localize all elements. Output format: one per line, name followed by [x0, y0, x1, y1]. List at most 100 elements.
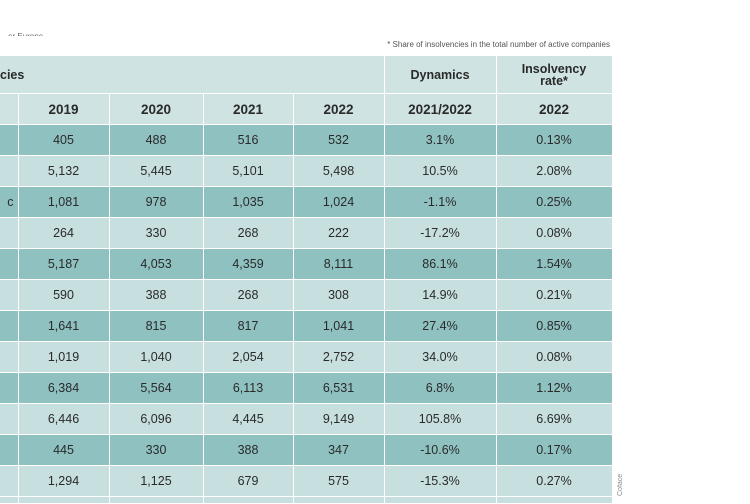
cell-dynamics: -17.2%: [384, 217, 497, 249]
year-header-2020: 2020: [109, 93, 204, 125]
cell-y2022: 9,149: [293, 403, 385, 435]
cell-rate: 0.08%: [496, 341, 613, 373]
cell-y2019: 6,384: [18, 372, 110, 404]
cell-y2021: 2,054: [203, 341, 294, 373]
cell-y2020: 330: [109, 434, 204, 466]
year-header-2021: 2021: [203, 93, 294, 125]
table-row: 6,384 5,564 6,113 6,531 6.8% 1.12%: [0, 372, 613, 404]
cell-dynamics: 3.1%: [384, 124, 497, 156]
cell-rate: 0.25%: [496, 186, 613, 218]
cell-dynamics: 86.1%: [384, 248, 497, 280]
source-label: Coface: [617, 473, 624, 496]
cell-dynamics: 14.9%: [384, 279, 497, 311]
cell-dynamics: 34.0%: [384, 341, 497, 373]
table-row: 405 488 516 532 3.1% 0.13%: [0, 124, 613, 156]
cell-empty: [384, 496, 497, 504]
cell-y2021: 516: [203, 124, 294, 156]
cell-y2019: 6,446: [18, 403, 110, 435]
table-row-partial: [0, 496, 613, 504]
cell-y2022: 1,024: [293, 186, 385, 218]
table-row: 5,187 4,053 4,359 8,111 86.1% 1.54%: [0, 248, 613, 280]
cell-dynamics: 6.8%: [384, 372, 497, 404]
cell-y2022: 5,498: [293, 155, 385, 187]
cell-label: [0, 341, 19, 373]
cell-label: [0, 434, 19, 466]
cell-y2019: 1,081: [18, 186, 110, 218]
cell-dynamics: -15.3%: [384, 465, 497, 497]
cell-y2019: 590: [18, 279, 110, 311]
cell-rate: 0.27%: [496, 465, 613, 497]
rate-year-header: 2022: [496, 93, 613, 125]
table-row: 6,446 6,096 4,445 9,149 105.8% 6.69%: [0, 403, 613, 435]
label-column-header: [0, 93, 19, 125]
cell-label: c: [0, 186, 19, 218]
cell-y2021: 4,445: [203, 403, 294, 435]
cell-y2022: 308: [293, 279, 385, 311]
cell-label: [0, 124, 19, 156]
cell-y2022: 222: [293, 217, 385, 249]
cell-y2020: 330: [109, 217, 204, 249]
dynamics-period-header: 2021/2022: [384, 93, 497, 125]
cell-y2022: 6,531: [293, 372, 385, 404]
cell-y2021: 4,359: [203, 248, 294, 280]
cell-rate: 2.08%: [496, 155, 613, 187]
header-note: …er Europe: [0, 30, 80, 36]
cell-y2021: 817: [203, 310, 294, 342]
cell-y2021: 388: [203, 434, 294, 466]
cell-y2022: 1,041: [293, 310, 385, 342]
cell-y2019: 1,294: [18, 465, 110, 497]
header-row-groups: cies Dynamics Insolvency rate*: [0, 56, 613, 94]
table-row: 590 388 268 308 14.9% 0.21%: [0, 279, 613, 311]
cell-empty: [0, 496, 19, 504]
cell-dynamics: 105.8%: [384, 403, 497, 435]
cell-y2019: 1,019: [18, 341, 110, 373]
cell-y2020: 1,125: [109, 465, 204, 497]
cell-y2021: 6,113: [203, 372, 294, 404]
cell-y2019: 264: [18, 217, 110, 249]
cell-rate: 0.21%: [496, 279, 613, 311]
table-row: 1,641 815 817 1,041 27.4% 0.85%: [0, 310, 613, 342]
year-header-2019: 2019: [18, 93, 110, 125]
table-row: 264 330 268 222 -17.2% 0.08%: [0, 217, 613, 249]
cell-y2022: 575: [293, 465, 385, 497]
cell-y2021: 268: [203, 279, 294, 311]
table-row: 445 330 388 347 -10.6% 0.17%: [0, 434, 613, 466]
cell-y2021: 268: [203, 217, 294, 249]
cell-label: [0, 372, 19, 404]
header-row-years: 2019 2020 2021 2022 2021/2022 2022: [0, 93, 613, 125]
cell-y2021: 679: [203, 465, 294, 497]
cell-y2022: 8,111: [293, 248, 385, 280]
cell-rate: 0.08%: [496, 217, 613, 249]
cell-label: [0, 155, 19, 187]
cell-label: [0, 217, 19, 249]
footnote: * Share of insolvencies in the total num…: [387, 40, 610, 49]
cell-y2019: 445: [18, 434, 110, 466]
insolvency-table: cies Dynamics Insolvency rate* 2019 2020…: [0, 56, 613, 504]
cell-y2019: 5,132: [18, 155, 110, 187]
table-row: c 1,081 978 1,035 1,024 -1.1% 0.25%: [0, 186, 613, 218]
cell-dynamics: 27.4%: [384, 310, 497, 342]
cell-y2019: 405: [18, 124, 110, 156]
cell-label: [0, 310, 19, 342]
cell-y2020: 978: [109, 186, 204, 218]
cell-y2020: 5,564: [109, 372, 204, 404]
cell-label: [0, 279, 19, 311]
table-row: 5,132 5,445 5,101 5,498 10.5% 2.08%: [0, 155, 613, 187]
cell-y2022: 347: [293, 434, 385, 466]
cell-y2020: 6,096: [109, 403, 204, 435]
cell-y2020: 4,053: [109, 248, 204, 280]
cell-empty: [496, 496, 613, 504]
cell-y2020: 388: [109, 279, 204, 311]
table-row: 1,019 1,040 2,054 2,752 34.0% 0.08%: [0, 341, 613, 373]
group-dynamics-header: Dynamics: [384, 56, 497, 94]
cell-y2020: 488: [109, 124, 204, 156]
cell-y2020: 815: [109, 310, 204, 342]
cell-empty: [109, 496, 204, 504]
cell-empty: [203, 496, 294, 504]
cell-rate: 6.69%: [496, 403, 613, 435]
cell-dynamics: -1.1%: [384, 186, 497, 218]
cell-y2022: 532: [293, 124, 385, 156]
cell-y2021: 5,101: [203, 155, 294, 187]
cell-y2019: 1,641: [18, 310, 110, 342]
cell-rate: 0.13%: [496, 124, 613, 156]
